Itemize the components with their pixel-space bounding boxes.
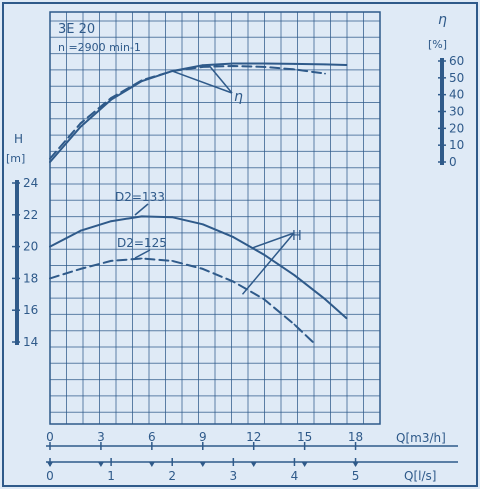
efficiency-annotation: η — [234, 89, 243, 105]
flow-m3h-marker — [250, 462, 257, 467]
efficiency-tick-label: 20 — [449, 121, 464, 135]
head-tick-label: 16 — [23, 303, 38, 317]
head-tick-label: 18 — [23, 271, 38, 285]
flow-m3h-tick-label: 3 — [97, 430, 105, 444]
leader-line — [171, 70, 233, 94]
efficiency-curve-d133-point — [262, 62, 265, 65]
head-curve-d133-point — [49, 245, 51, 248]
annotation-leaders — [134, 64, 295, 295]
efficiency-curve-d125-point — [232, 65, 235, 67]
efficiency-axis-unit: [%] — [428, 38, 447, 51]
flow-m3h-axis-title: Q[m3/h] — [396, 431, 446, 445]
flow-m3h-marker — [148, 462, 155, 467]
head-curve-d133-point — [201, 223, 204, 226]
head-curve-d133-point — [232, 236, 235, 238]
efficiency-curve-d133-point — [345, 64, 348, 66]
efficiency-curve-d125 — [49, 65, 326, 160]
leader-line — [208, 64, 233, 94]
efficiency-curve-d125-point — [110, 97, 113, 99]
head-curve-d133-point — [262, 253, 265, 256]
efficiency-curve-d133-point — [201, 64, 204, 67]
flow-ls-tick-label: 1 — [107, 469, 115, 483]
series-label-d133: D2=133 — [115, 190, 165, 204]
head-curve-d133-point — [110, 220, 113, 223]
head-curve-d125 — [49, 257, 314, 343]
flow-m3h-tick-label: 6 — [148, 430, 156, 444]
head-axis-unit: [m] — [6, 152, 25, 165]
flow-ls-tick-label: 0 — [46, 469, 54, 483]
grid — [50, 12, 380, 424]
flow-ls-axis-title: Q[l/s] — [404, 469, 436, 483]
head-curve-d133-point — [345, 317, 348, 320]
flow-ls-tick-label: 3 — [230, 469, 238, 483]
efficiency-tick-label: 50 — [449, 71, 464, 85]
efficiency-curve-d125-point — [293, 68, 296, 71]
efficiency-curve-d133-point — [293, 62, 296, 65]
efficiency-curve-d125-point — [49, 157, 51, 160]
flow-m3h-tick-label: 15 — [297, 430, 312, 444]
flow-m3h-marker — [199, 462, 206, 467]
efficiency-axis-title: η — [438, 12, 447, 28]
head-curve-d125-point — [110, 260, 113, 262]
series-label-d125: D2=125 — [117, 236, 167, 250]
head-curve-d133-point — [293, 274, 296, 277]
flow-m3h-marker — [97, 462, 104, 467]
efficiency-curve-d133-point — [324, 63, 326, 66]
head-tick-label: 20 — [23, 240, 38, 254]
flow-m3h-marker — [301, 462, 308, 467]
chart-subtitle: n =2900 min-1 — [58, 41, 141, 54]
chart-title: 3E 20 — [58, 22, 95, 37]
head-curve-d125-point — [232, 280, 235, 283]
flow-m3h-tick-label: 12 — [246, 430, 261, 444]
flow-ls-tick-label: 4 — [291, 469, 299, 483]
efficiency-curve-d125-point — [201, 65, 204, 68]
efficiency-tick-label: 60 — [449, 54, 464, 68]
head-curve-d125-point — [79, 267, 82, 270]
head-tick-label: 14 — [23, 335, 38, 349]
head-curve-d133-point — [79, 229, 82, 232]
efficiency-curve-d125-point — [262, 65, 265, 68]
efficiency-axis: 0 10 20 30 40 50 60 — [438, 54, 464, 169]
head-curve-d125-point — [171, 260, 174, 262]
head-curve-d125-point — [311, 341, 314, 343]
head-curve-d133-point — [324, 298, 326, 300]
efficiency-tick-label: 30 — [449, 105, 464, 119]
head-tick-label: 24 — [23, 176, 38, 190]
efficiency-curve-d133-point — [79, 125, 82, 128]
flow-m3h-tick-label: 0 — [46, 430, 54, 444]
efficiency-tick-label: 40 — [449, 88, 464, 102]
head-curve-d125-point — [262, 298, 265, 300]
head-curve-d125-point — [201, 267, 204, 270]
head-curve-d125-point — [140, 257, 143, 260]
efficiency-curve-d133-point — [49, 161, 51, 163]
flow-m3h-tick-label: 18 — [348, 430, 363, 444]
efficiency-curve-d125-point — [79, 122, 82, 125]
leader-line — [251, 232, 295, 249]
flow-m3h-tick-label: 9 — [199, 430, 207, 444]
leader-line — [134, 203, 149, 216]
head-curve-d133-point — [171, 216, 174, 219]
leader-line — [241, 232, 295, 295]
efficiency-curve-d133-point — [232, 62, 235, 65]
curves — [49, 62, 348, 343]
flow-ls-tick-label: 5 — [352, 469, 360, 483]
head-curve-d133-point — [140, 215, 143, 218]
efficiency-curve-d125-point — [324, 72, 326, 75]
flow-ls-tick-label: 2 — [168, 469, 176, 483]
head-axis-title: H — [14, 132, 23, 146]
head-curve-d125-point — [49, 277, 51, 280]
head-tick-label: 22 — [23, 208, 38, 222]
leader-line — [134, 249, 151, 259]
head-annotation: H — [292, 229, 302, 244]
efficiency-tick-label: 10 — [449, 138, 464, 152]
efficiency-curve-d125-point — [140, 79, 143, 82]
head-axis: 14 16 18 20 22 24 — [12, 176, 38, 349]
head-curve-d125-point — [293, 323, 296, 326]
efficiency-tick-label: 0 — [449, 155, 457, 169]
flow-axes: 0 3 6 9 12 15 180 1 2 3 4 5Q[m3/h]Q[l/s] — [46, 430, 458, 483]
